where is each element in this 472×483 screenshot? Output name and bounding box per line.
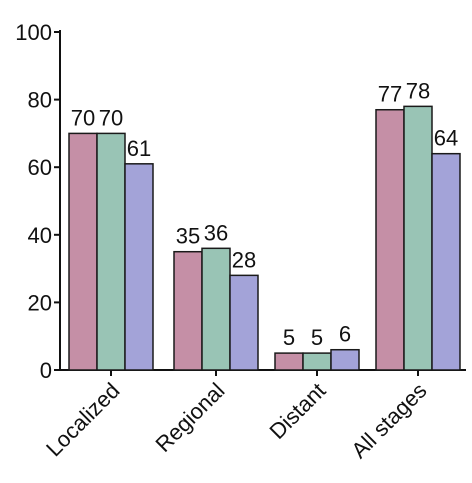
bar	[303, 353, 331, 370]
data-label: 78	[406, 78, 430, 103]
y-tick-label: 40	[28, 223, 52, 248]
bar	[202, 248, 230, 370]
x-category-label: Localized	[41, 378, 124, 461]
bar	[275, 353, 303, 370]
data-label: 28	[232, 247, 256, 272]
data-label: 35	[176, 224, 200, 249]
data-label: 6	[339, 322, 351, 347]
bar	[69, 133, 97, 370]
data-label: 64	[434, 126, 458, 151]
x-category-label: All stages	[346, 378, 431, 463]
y-tick-label: 60	[28, 155, 52, 180]
data-label: 5	[311, 325, 323, 350]
data-label: 77	[378, 82, 402, 107]
y-tick-label: 0	[40, 358, 52, 383]
y-tick-label: 100	[15, 20, 52, 45]
x-category-label: Regional	[150, 378, 229, 457]
bar	[97, 133, 125, 370]
bar	[331, 350, 359, 370]
bar	[125, 164, 153, 370]
bar	[432, 154, 460, 370]
data-label: 70	[99, 105, 123, 130]
bar	[174, 252, 202, 370]
bar	[404, 106, 432, 370]
bar	[376, 110, 404, 370]
bar	[230, 275, 258, 370]
data-label: 5	[283, 325, 295, 350]
y-tick-label: 20	[28, 290, 52, 315]
data-label: 61	[127, 136, 151, 161]
x-category-label: Distant	[264, 378, 330, 444]
data-label: 70	[71, 105, 95, 130]
data-label: 36	[204, 220, 228, 245]
y-tick-label: 80	[28, 88, 52, 113]
